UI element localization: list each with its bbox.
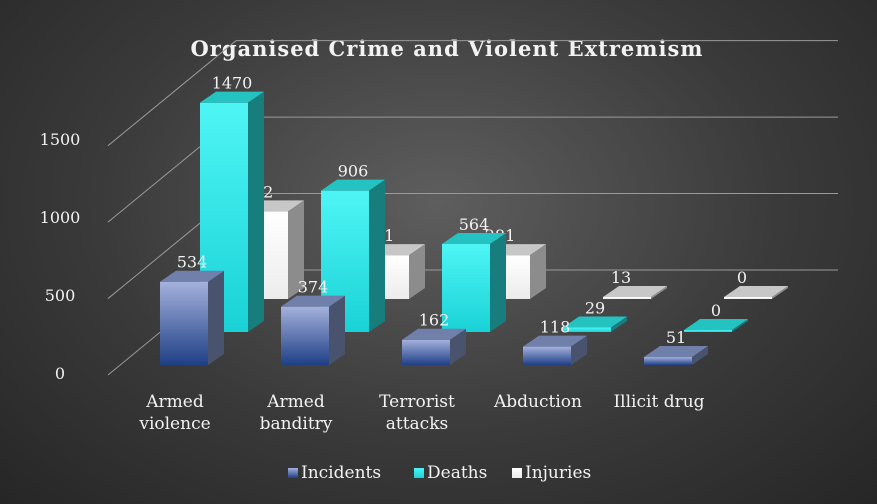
- y-axis: 0 500 1000 1500: [40, 130, 81, 383]
- category-label: Illicit drug: [613, 392, 704, 412]
- data-label: 1470: [212, 74, 253, 93]
- bar-top-face: [684, 319, 748, 330]
- x-axis: ArmedviolenceArmedbanditryTerroristattac…: [138, 392, 704, 434]
- legend-label: Injuries: [525, 463, 591, 483]
- legend-item-injuries: Injuries: [512, 463, 591, 483]
- legend: Incidents Deaths Injuries: [288, 463, 591, 483]
- bar-front-face: [684, 330, 732, 332]
- chart-title: Organised Crime and Violent Extremism: [190, 36, 703, 61]
- bar-top-face: [402, 328, 466, 340]
- data-label: 162: [419, 311, 450, 330]
- y-tick-label: 0: [55, 364, 65, 383]
- bar-front-face: [160, 281, 208, 365]
- bar-top-face: [523, 335, 587, 347]
- y-tick-label: 1500: [40, 130, 81, 149]
- category-label: Abduction: [493, 392, 582, 412]
- bar-front-face: [402, 339, 450, 365]
- bar-incidents-2: 162: [402, 311, 466, 365]
- bar-side-face: [732, 319, 748, 332]
- bar-front-face: [724, 297, 772, 299]
- bar-top-face: [281, 295, 345, 307]
- data-label: 906: [338, 162, 369, 181]
- bar-top-face: [644, 346, 708, 358]
- bar-incidents-0: 534: [160, 253, 224, 365]
- bar-side-face: [329, 295, 345, 365]
- bar-front-face: [603, 296, 651, 299]
- data-label: 0: [711, 301, 721, 320]
- bar-deaths-1: 906: [321, 162, 385, 332]
- data-label: 374: [298, 278, 329, 297]
- bar-top-face: [563, 316, 627, 328]
- gridline-diagonal: [107, 40, 237, 147]
- bar-injuries-4: 0: [724, 268, 788, 299]
- bar-front-face: [442, 244, 490, 332]
- bar-top-face: [442, 233, 506, 245]
- category-label: Terrorist: [379, 392, 455, 412]
- category-label: banditry: [260, 414, 333, 434]
- legend-item-deaths: Deaths: [414, 463, 487, 483]
- bar-top-face: [200, 91, 264, 103]
- legend-swatch: [512, 468, 522, 478]
- bar-side-face: [450, 328, 466, 365]
- data-label: 51: [666, 328, 686, 347]
- category-label: Armed: [266, 392, 325, 412]
- bar-side-face: [571, 335, 587, 365]
- bar-side-face: [611, 316, 627, 332]
- bar-incidents-4: 51: [644, 328, 708, 365]
- data-label: 118: [540, 318, 571, 337]
- legend-item-incidents: Incidents: [288, 463, 381, 483]
- bar-deaths-3: 29: [563, 298, 627, 332]
- bar-front-face: [563, 327, 611, 332]
- data-label: 13: [611, 268, 631, 287]
- category-label: Armed: [145, 392, 204, 412]
- bar-deaths-4: 0: [684, 301, 748, 332]
- bar-top-face: [724, 286, 788, 297]
- bar-front-face: [281, 306, 329, 365]
- bar-side-face: [692, 346, 708, 365]
- data-label: 0: [737, 268, 747, 287]
- bar-top-face: [160, 270, 224, 282]
- bar-top-face: [603, 285, 667, 297]
- legend-label: Incidents: [301, 463, 381, 483]
- legend-swatch: [288, 468, 298, 478]
- data-label: 564: [459, 215, 490, 234]
- legend-label: Deaths: [427, 463, 487, 483]
- bar-side-face: [772, 286, 788, 299]
- bar-side-face: [651, 285, 667, 299]
- y-tick-label: 1000: [40, 208, 81, 227]
- bar-side-face: [288, 200, 304, 299]
- bar-injuries-3: 13: [603, 268, 667, 299]
- category-label: violence: [138, 414, 210, 434]
- bar-side-face: [409, 244, 425, 299]
- bar-side-face: [248, 91, 264, 333]
- bar-front-face: [523, 346, 571, 365]
- data-label: 29: [585, 298, 605, 317]
- data-label: 534: [177, 253, 208, 272]
- bar-side-face: [208, 270, 224, 365]
- bar-incidents-3: 118: [523, 318, 587, 365]
- bar-top-face: [321, 179, 385, 191]
- bar-side-face: [369, 179, 385, 332]
- legend-swatch: [414, 468, 424, 478]
- bar-side-face: [530, 244, 546, 299]
- bar-deaths-2: 564: [442, 215, 506, 332]
- bar-incidents-1: 374: [281, 278, 345, 365]
- bar-side-face: [490, 233, 506, 332]
- y-tick-label: 500: [45, 286, 76, 305]
- bars: 562281281130147090656429053437416211851: [160, 74, 788, 365]
- bar-front-face: [644, 357, 692, 365]
- category-label: attacks: [386, 414, 448, 434]
